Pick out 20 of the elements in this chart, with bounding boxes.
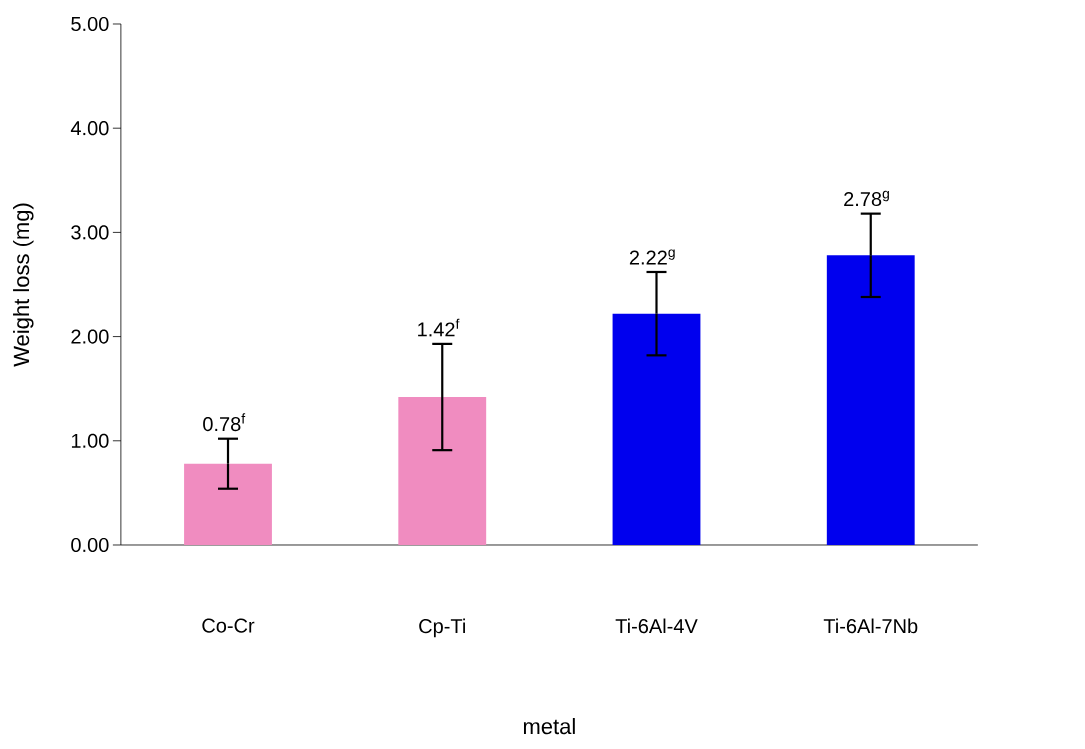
x-tick-label: Ti-6Al-7Nb [823, 618, 918, 634]
data-label: 1.42$^{f}$ [418, 318, 460, 337]
bar [398, 397, 487, 545]
y-tick-label: 3.00 [71, 225, 109, 240]
y-tick-label: 2.00 [71, 329, 109, 344]
y-tick-label: 4.00 [70, 121, 109, 136]
data-label: 2.22$^{g}$ [629, 249, 675, 265]
data-label: 0.78$^{f}$ [203, 413, 246, 432]
bar [612, 313, 701, 545]
data-label: 2.78$^{g}$ [844, 190, 889, 207]
y-tick-label: 5.00 [71, 16, 109, 32]
y-tick-label: 0.00 [71, 537, 109, 553]
x-tick-label: Cp-Ti [419, 618, 465, 638]
x-tick-label: Co-Cr [202, 618, 255, 633]
y-axis-title: Weight loss (mg) [13, 203, 34, 367]
x-axis-title: metal [523, 718, 575, 735]
x-tick-label: Ti-6Al-4V [615, 618, 698, 634]
y-tick-label: 1.00 [71, 433, 109, 448]
bar [826, 255, 915, 545]
bar [184, 463, 272, 545]
